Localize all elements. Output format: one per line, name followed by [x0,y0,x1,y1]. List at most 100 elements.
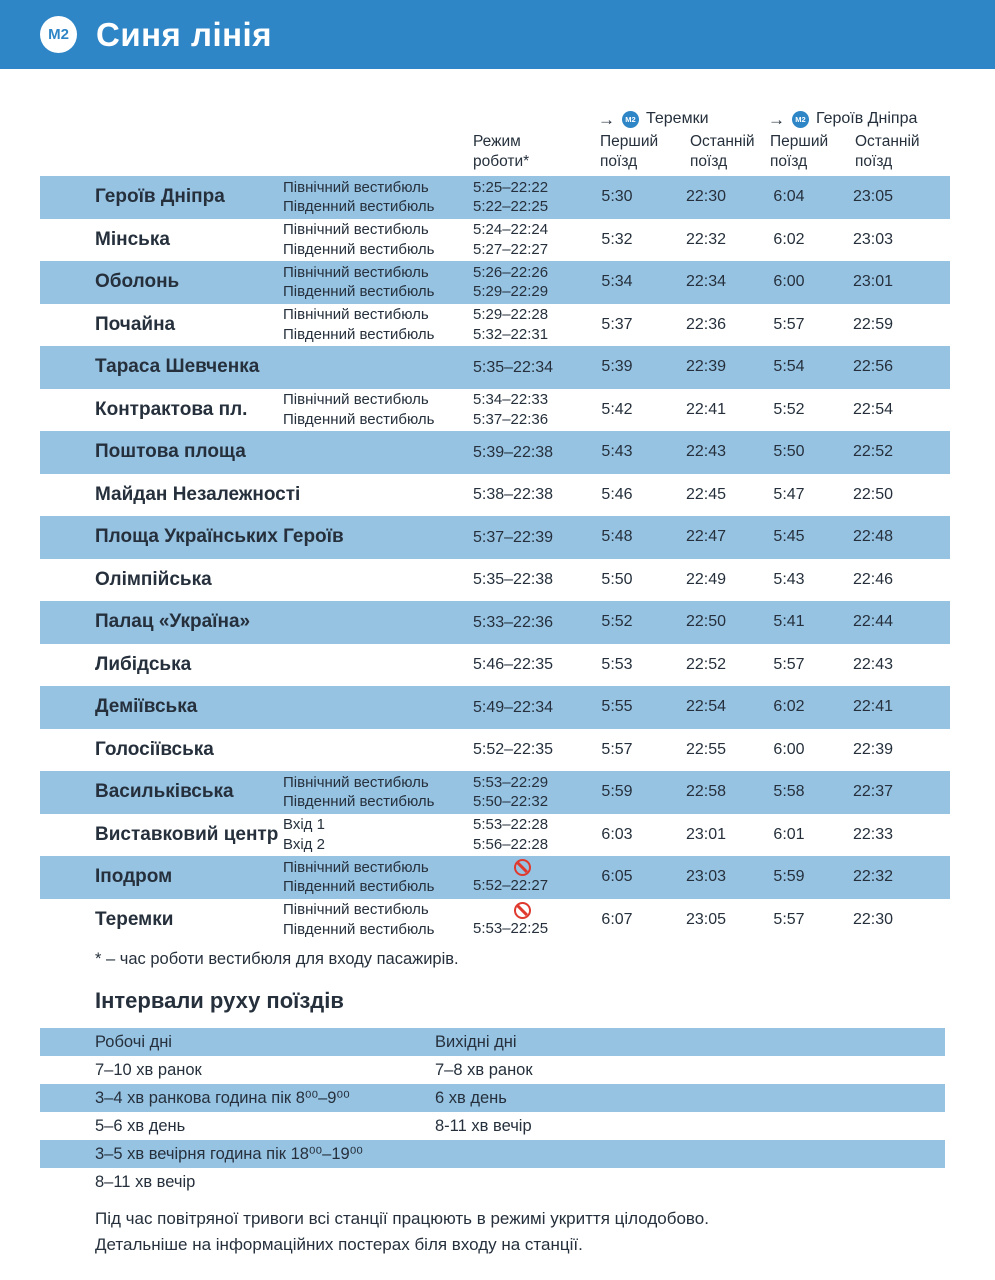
vestibule-label: Північний вестибюль [283,178,429,196]
train-time: 5:39 [601,358,633,376]
interval-row: 8–11 хв вечір [40,1168,945,1196]
column-header-line: поїзд [770,152,808,170]
train-time: 6:03 [601,825,633,843]
regime-column: 5:53–22:25 [470,899,572,942]
station-row: Поштова площа 5:39–22:38 5:43 22:43 5:50 22:5… [40,431,950,474]
vestibule-label: Північний вестибюль [283,221,429,239]
regime-time: 5:53–22:29 [473,773,549,791]
station-name: Поштова площа [95,441,246,463]
train-time: 6:05 [601,868,633,886]
train-time: 23:05 [852,188,894,206]
column-header-line: поїзд [690,152,728,170]
regime-time: 5:22–22:25 [473,198,549,216]
regime-column: 5:24–22:24 5:27–22:27 [470,219,572,262]
train-time: 6:07 [601,910,633,928]
station-row: Теремки Північний вестибюль Південний вест… [40,899,950,942]
vestibule-label: Південний вестибюль [283,283,435,301]
train-time: 22:54 [685,698,727,716]
direction-teremky: → M2 Теремки [598,110,709,128]
regime-column: 5:53–22:28 5:56–22:28 [470,814,572,857]
vestibule-label: Південний вестибюль [283,793,435,811]
vestibule-column [283,644,470,687]
regime-time: 5:26–22:26 [473,263,549,281]
train-time: 6:02 [773,230,805,248]
train-time: 22:30 [685,188,727,206]
line-m2-badge: M2 [40,16,77,53]
station-name: Деміївська [95,696,198,718]
train-time: 5:34 [601,273,633,291]
train-time: 22:50 [685,613,727,631]
train-time: 6:00 [773,740,805,758]
station-row: Площа Українських Героїв 5:37–22:39 5:48 22… [40,516,950,559]
vestibule-label: Північний вестибюль [283,263,429,281]
regime-column: 5:49–22:34 [470,686,572,729]
air-alert-note: Під час повітряної тривоги всі станції п… [95,1206,709,1258]
vestibule-column [283,516,470,559]
column-header-first-train-1: Перший поїзд [600,132,658,171]
vestibule-column [283,474,470,517]
vestibule-column: Північний вестибюль Південний вестибюль [283,304,470,347]
train-time: 5:41 [773,613,805,631]
regime-time: 5:35–22:38 [473,571,554,588]
train-time: 22:32 [852,868,894,886]
regime-time: 5:34–22:33 [473,391,549,409]
train-time: 22:50 [852,485,894,503]
interval-cell-workdays: 7–10 хв ранок [95,1060,202,1079]
train-time: 22:43 [685,443,727,461]
vestibule-label: Вхід 1 [283,816,325,834]
regime-time: 5:29–22:28 [473,306,549,324]
regime-time: 5:53–22:25 [473,919,549,937]
train-time: 6:00 [773,273,805,291]
air-alert-note-line: Під час повітряної тривоги всі станції п… [95,1209,709,1228]
intervals-header-row: Робочі дні Вихідні дні [40,1028,945,1056]
vestibule-label: Південний вестибюль [283,920,435,938]
train-time: 22:48 [852,528,894,546]
regime-time: 5:52–22:27 [473,877,549,894]
station-row: Деміївська 5:49–22:34 5:55 22:54 6:02 22:41 [40,686,950,729]
arrow-right-icon: → [598,109,615,129]
vestibule-column [283,686,470,729]
train-time: 22:59 [852,315,894,333]
station-name: Либідська [95,653,192,675]
interval-cell-workdays: 3–5 хв вечірня година пік 18⁰⁰–19⁰⁰ [95,1145,363,1163]
station-name: Героїв Дніпра [95,186,225,208]
closed-icon [514,901,531,919]
train-time: 5:54 [773,358,805,376]
train-time: 5:32 [601,230,633,248]
regime-time: 5:24–22:24 [473,221,549,239]
direction-label: Теремки [646,110,709,127]
regime-column: 5:33–22:36 [470,601,572,644]
train-time: 22:43 [852,655,894,673]
station-row: Мінська Північний вестибюль Південний вест… [40,219,950,262]
regime-time: 5:49–22:34 [473,698,554,716]
train-time: 5:53 [601,655,633,673]
train-time: 5:46 [601,485,633,503]
column-header-regime: Режим роботи* [473,132,529,171]
train-time: 5:43 [601,443,633,461]
train-time: 22:32 [685,230,727,248]
vestibule-label: Південний вестибюль [283,410,435,428]
column-header-line: поїзд [855,152,893,170]
interval-row: 3–5 хв вечірня година пік 18⁰⁰–19⁰⁰ [40,1140,945,1168]
column-header-line: Останній [855,133,920,150]
regime-time: 5:53–22:28 [473,816,549,834]
train-time: 22:46 [852,570,894,588]
regime-column: 5:37–22:39 [470,516,572,559]
vestibule-column: Північний вестибюль Південний вестибюль [283,899,470,942]
vestibule-column: Північний вестибюль Південний вестибюль [283,771,470,814]
station-name: Почайна [95,313,176,335]
train-time: 23:01 [685,825,727,843]
interval-cell-workdays: 8–11 хв вечір [95,1172,196,1191]
vestibule-column [283,729,470,772]
regime-time: 5:50–22:32 [473,793,549,811]
train-time: 22:39 [685,358,727,376]
intervals-table: Робочі дні Вихідні дні 7–10 хв ранок 7–8 хв… [40,1028,945,1196]
page-title: Синя лінія [96,15,272,53]
train-time: 5:37 [601,315,633,333]
column-header-line: Перший [600,133,659,150]
station-name: Теремки [95,908,174,930]
station-name: Виставковий центр [95,823,279,845]
regime-column: 5:52–22:35 [470,729,572,772]
vestibule-column: Північний вестибюль Південний вестибюль [283,219,470,262]
station-name: Оболонь [95,271,180,293]
